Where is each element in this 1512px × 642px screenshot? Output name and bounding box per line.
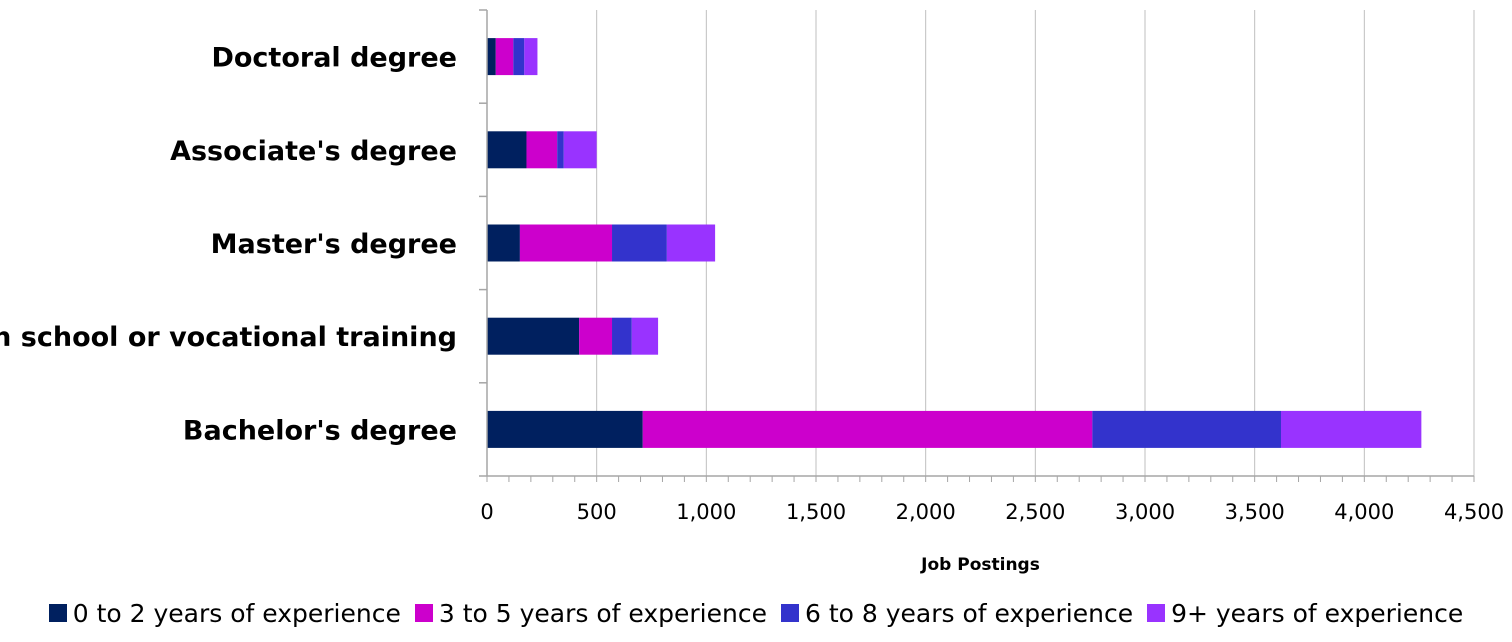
bar-segment	[579, 317, 613, 355]
category-label: Associate's degree	[170, 136, 457, 167]
bar-segment	[526, 131, 558, 169]
bar-segment	[666, 224, 716, 262]
legend-swatch	[414, 604, 433, 622]
legend-label: 6 to 8 years of experience	[804, 598, 1134, 628]
bar-segment	[631, 317, 659, 355]
legend-swatch	[48, 604, 67, 622]
bar-segment	[487, 38, 496, 76]
bar-segment	[642, 410, 1093, 448]
category-label: Master's degree	[211, 229, 457, 260]
bar-segment	[1280, 410, 1422, 448]
legend: 0 to 2 years of experience 3 to 5 years o…	[0, 590, 1512, 636]
legend-label: 9+ years of experience	[1171, 598, 1464, 628]
x-tick-label: 4,000	[1334, 500, 1394, 524]
chart: 0 500 1,000 1,500 2,000 2,500 3,000 3,500 4,000 4…	[0, 9, 1504, 575]
bar-segment	[495, 38, 514, 76]
bar-segment	[487, 131, 527, 169]
legend-item: 3 to 5 years of experience	[414, 598, 767, 628]
bars	[487, 38, 1422, 448]
legend-swatch	[780, 604, 799, 622]
category-label: Bachelor's degree	[183, 415, 457, 446]
x-tick-label: 1,000	[676, 500, 736, 524]
x-tick-label: 500	[577, 500, 617, 524]
legend-label: 0 to 2 years of experience	[72, 598, 401, 628]
category-label: Doctoral degree	[211, 43, 457, 74]
category-labels: Doctoral degree Associate's degree Master'…	[0, 43, 457, 447]
bar-segment	[563, 131, 597, 169]
bar-segment	[513, 38, 525, 76]
x-axis-title: Job Postings	[920, 555, 1040, 575]
legend-item: 9+ years of experience	[1147, 599, 1463, 628]
x-tick-label: 4,500	[1444, 500, 1504, 524]
legend-item: 6 to 8 years of experience	[780, 598, 1134, 628]
bar-segment	[612, 224, 667, 262]
bar-segment	[487, 317, 580, 355]
bar-segment	[557, 131, 564, 169]
legend-swatch	[1147, 604, 1166, 622]
category-label: High school or vocational training	[0, 322, 457, 353]
x-tick-label: 1,500	[786, 500, 846, 524]
x-tick-label: 2,500	[1005, 500, 1065, 524]
bar-segment	[612, 317, 632, 355]
x-tick-labels: 0 500 1,000 1,500 2,000 2,500 3,000 3,500 4,000 4…	[480, 500, 1504, 524]
gridlines	[596, 10, 1475, 476]
bar-segment	[487, 224, 520, 262]
bar-segment	[1092, 410, 1281, 448]
bar-segment	[519, 224, 613, 262]
x-tick-label: 0	[480, 500, 493, 524]
x-tick-label: 3,500	[1225, 500, 1285, 524]
axes	[479, 9, 1475, 482]
bar-segment	[487, 410, 643, 448]
legend-label: 3 to 5 years of experience	[438, 598, 767, 628]
bar-segment	[524, 38, 538, 76]
legend-item: 0 to 2 years of experience	[48, 598, 401, 628]
x-tick-label: 3,000	[1115, 500, 1175, 524]
x-tick-label: 2,000	[896, 500, 956, 524]
